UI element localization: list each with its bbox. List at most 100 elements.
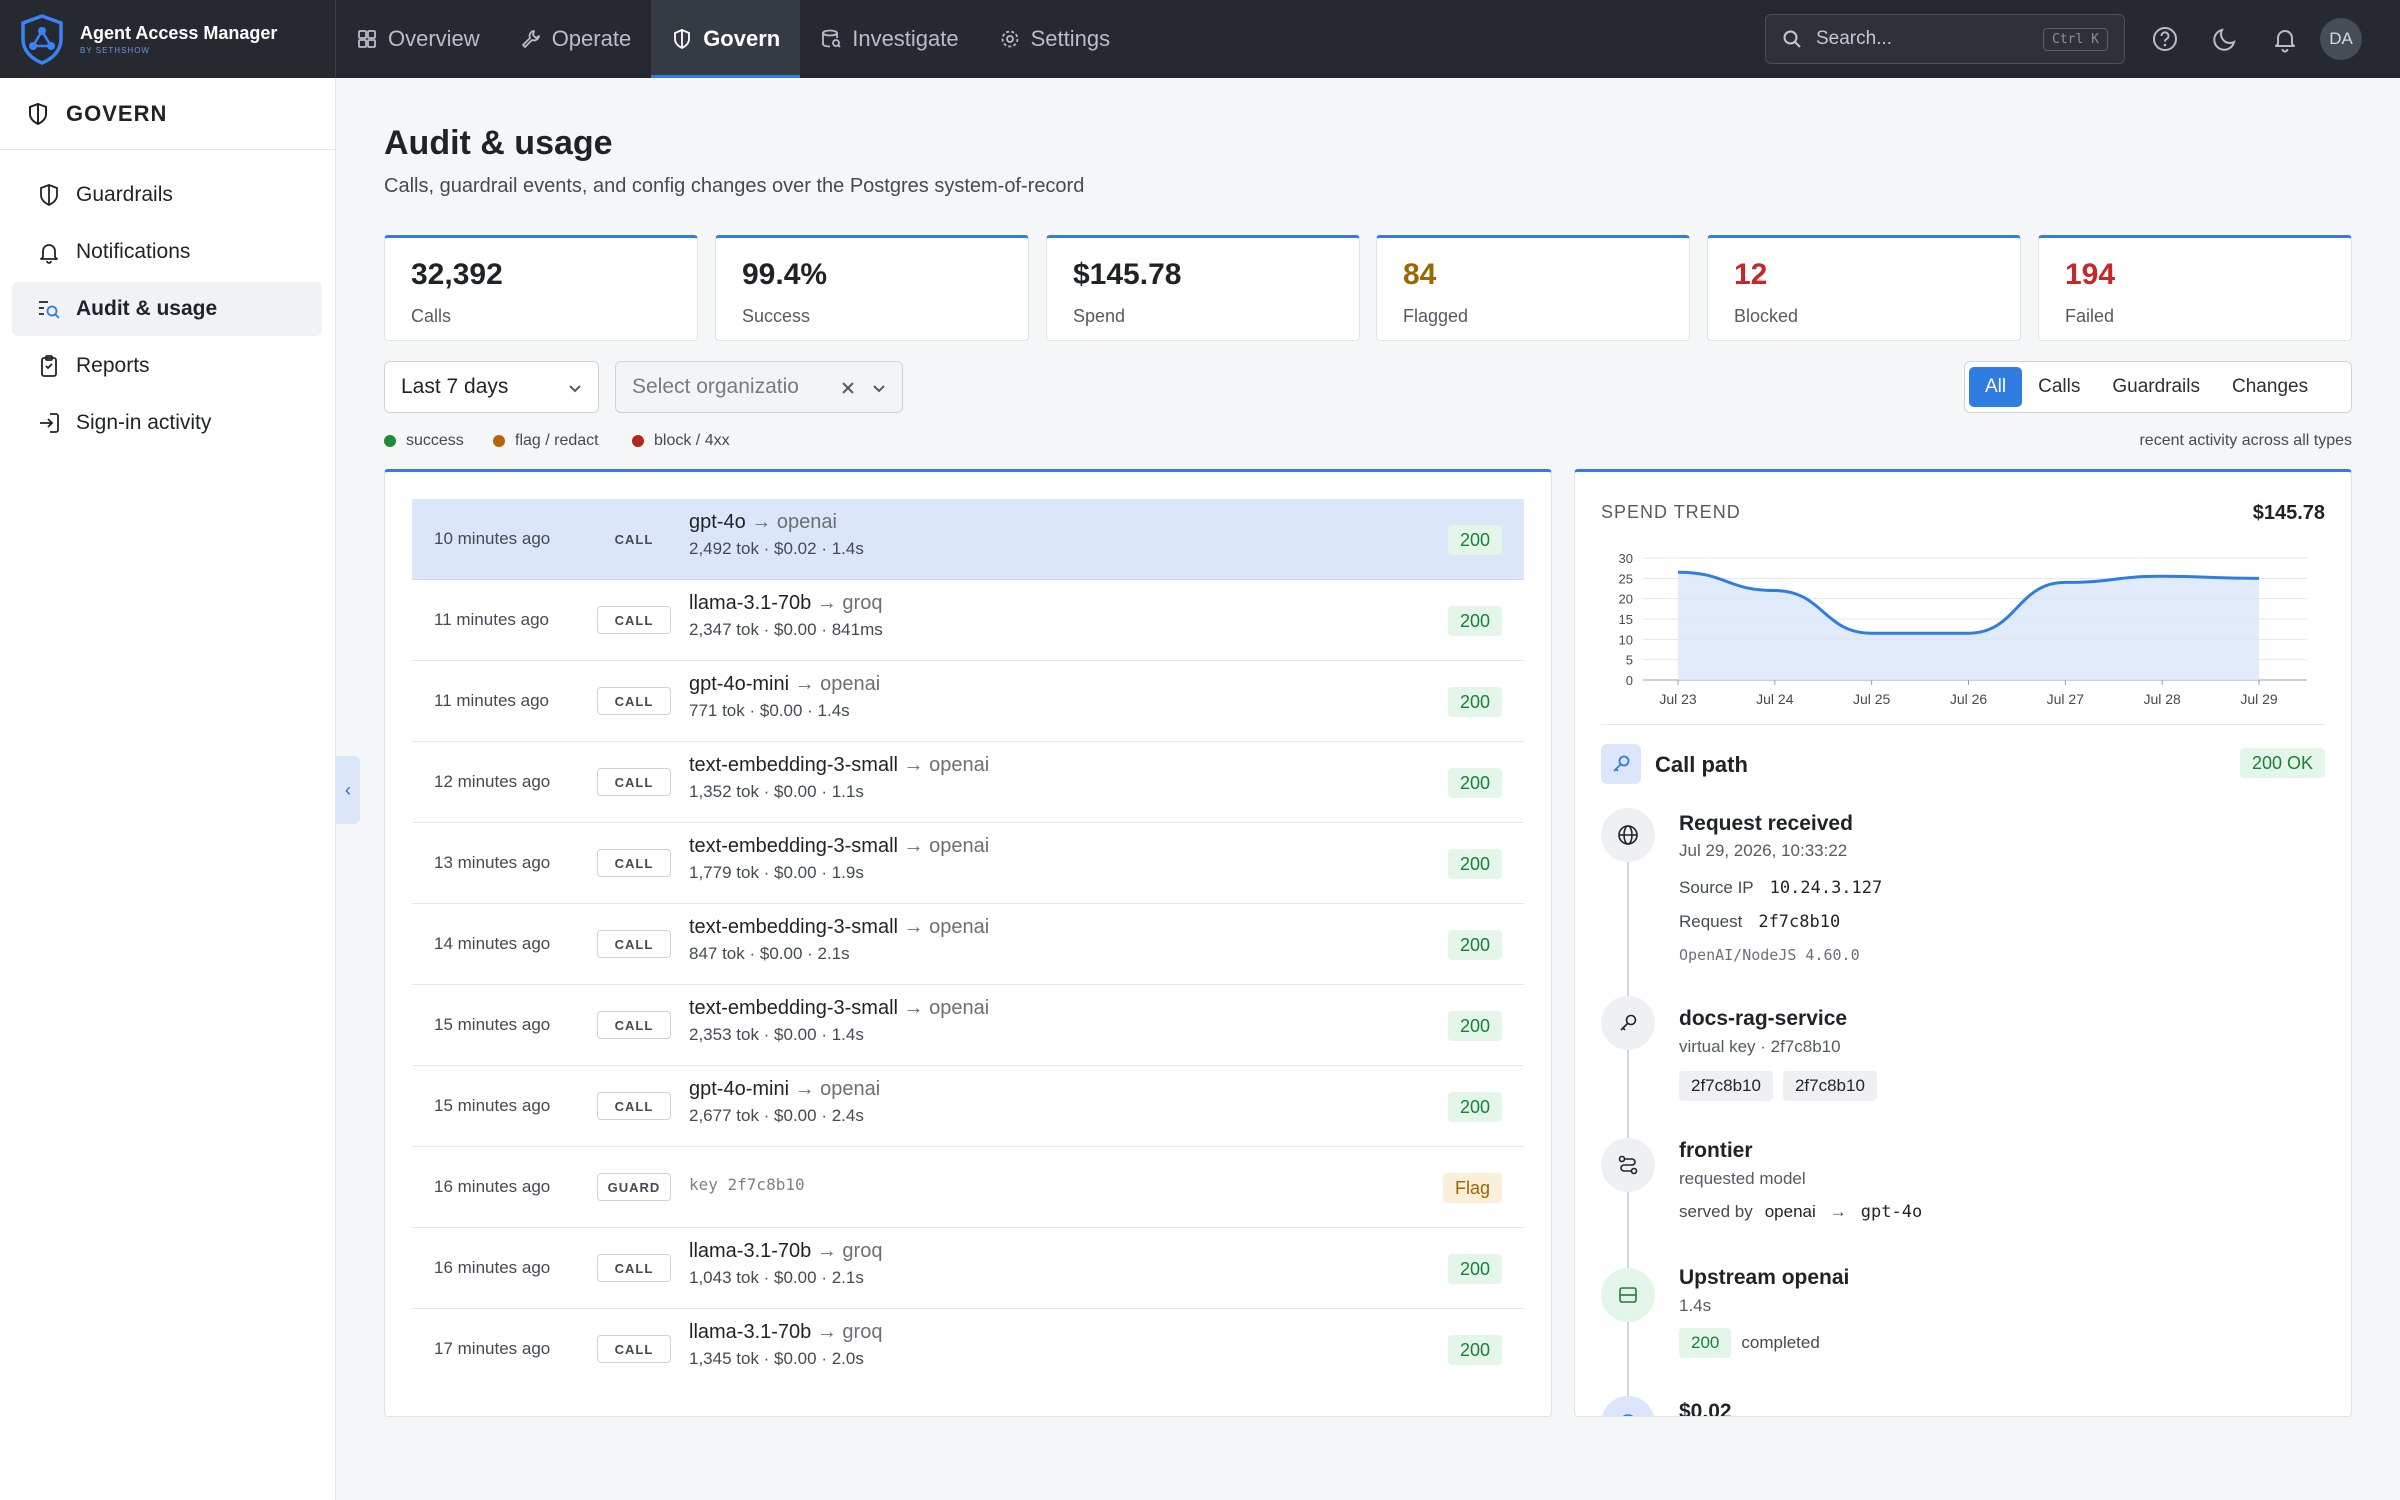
table-row[interactable]: 11 minutes ago CALL gpt-4o-mini → openai… [412,661,1524,742]
database-search-icon [822,29,841,48]
status-badge: 200 [1447,768,1502,798]
chevron-left-icon: ‹ [345,779,351,800]
sidebar-item-reports[interactable]: Reports [12,339,322,393]
help-icon[interactable] [2150,24,2180,54]
timeline-node [1601,996,1655,1050]
table-row[interactable]: 17 minutes ago CALL llama-3.1-70b → groq… [412,1309,1524,1390]
x-tick-label: Jul 27 [2047,691,2085,707]
legend-label: success [406,432,464,449]
app-subtitle: BY SETHSHOW [80,46,150,55]
tab-govern[interactable]: Govern [651,0,801,78]
y-tick-label: 30 [1619,551,1633,566]
sidebar-item-label: Notifications [76,240,191,263]
stat-value: 194 [2065,258,2116,291]
row-time: 15 minutes ago [434,1096,551,1115]
table-row[interactable]: 15 minutes ago CALL gpt-4o-mini → openai… [412,1066,1524,1147]
sidebar-item-sign-in-activity[interactable]: Sign-in activity [12,396,322,450]
row-model: llama-3.1-70b [689,1321,812,1343]
stat-flagged: 84 Flagged [1376,235,1690,341]
field-label: Request [1679,912,1743,931]
table-row[interactable]: 13 minutes ago CALL text-embedding-3-sma… [412,823,1524,904]
table-row[interactable]: 12 minutes ago CALL text-embedding-3-sma… [412,742,1524,823]
spend-area [1678,572,2259,680]
tab-operate[interactable]: Operate [500,0,652,78]
search-placeholder: Search... [1816,28,1893,49]
row-model: text-embedding-3-small [689,754,898,776]
step-subtitle: requested model [1679,1169,1806,1188]
row-kind-badge: GUARD [597,1173,671,1201]
time-range-select[interactable]: Last 7 days [384,361,599,413]
timeline-line [1627,856,1629,1416]
tab-overview[interactable]: Overview [336,0,500,78]
sidebar-item-label: Reports [76,354,150,377]
table-row[interactable]: 16 minutes ago CALL llama-3.1-70b → groq… [412,1228,1524,1309]
row-meta: 1,779 tok · $0.00 · 1.9s [689,863,864,882]
status-badge: 200 [1447,849,1502,879]
row-provider: openai [776,511,837,533]
tab-investigate[interactable]: Investigate [800,0,978,78]
stat-label: Success [742,306,811,326]
row-time: 11 minutes ago [434,610,549,629]
filter-changes[interactable]: Changes [2232,376,2309,397]
user-agent: OpenAI/NodeJS 4.60.0 [1679,946,1860,964]
collapse-sidebar-button[interactable]: ‹ [336,756,360,824]
detail-panel: SPEND TREND $145.78 0 5 10 15 20 25 30 Jul 23 Ju… [1574,469,2352,1417]
table-row[interactable]: 16 minutes ago GUARD key 2f7c8b10 Flag [412,1147,1524,1228]
row-provider: groq [842,1240,883,1262]
tab-label: Overview [388,26,480,51]
table-row[interactable]: 10 minutes ago CALL gpt-4o → openai 2,492… [412,499,1524,580]
x-tick-label: Jul 29 [2240,691,2278,707]
chevron-down-icon [569,385,581,393]
stat-value: 84 [1403,258,1437,291]
organization-select[interactable]: Select organizatio [615,361,903,413]
sidebar-item-guardrails[interactable]: Guardrails [12,168,322,222]
row-meta: 847 tok · $0.00 · 2.1s [689,944,850,963]
activity-list: 10 minutes ago CALL gpt-4o → openai 2,492… [384,469,1552,1417]
sidebar-item-notifications[interactable]: Notifications [12,225,322,279]
y-tick-label: 10 [1619,632,1633,647]
stat-calls: 32,392 Calls [384,235,698,341]
search-list-icon [39,301,60,319]
sidebar-item-label: Sign-in activity [76,411,212,434]
source-ip-row: Source IP 10.24.3.127 [1679,878,1882,898]
wrench-icon [521,30,540,48]
y-tick-label: 5 [1626,653,1633,668]
filter-all[interactable]: All [1969,367,2023,407]
clear-icon[interactable] [840,380,856,396]
row-kind-badge: CALL [597,687,671,715]
status-badge: Flag [1442,1173,1502,1203]
filter-calls[interactable]: Calls [2038,376,2081,397]
row-time: 16 minutes ago [434,1258,551,1277]
y-tick-label: 0 [1626,673,1633,688]
bell-icon[interactable] [2270,24,2300,54]
sidebar-item-audit-usage[interactable]: Audit & usage [12,282,322,336]
row-meta: 1,345 tok · $0.00 · 2.0s [689,1349,864,1368]
x-tick-label: Jul 24 [1756,691,1794,707]
table-row[interactable]: 14 minutes ago CALL text-embedding-3-sma… [412,904,1524,985]
brand[interactable]: Agent Access Manager BY SETHSHOW [0,0,336,78]
stat-value: 32,392 [411,258,503,291]
top-bar: Agent Access Manager BY SETHSHOW Overvie… [0,0,2400,78]
row-provider: openai [820,673,881,695]
search-input[interactable]: Search... Ctrl K [1765,14,2125,64]
filter-guardrails[interactable]: Guardrails [2112,376,2201,397]
served-provider: openai [1764,1202,1816,1221]
status-badge: 200 [1447,1254,1502,1284]
step-subtitle: virtual key · 2f7c8b10 [1679,1037,1841,1056]
table-row[interactable]: 11 minutes ago CALL llama-3.1-70b → groq… [412,580,1524,661]
stat-value: $145.78 [1073,258,1182,291]
avatar[interactable]: DA [2320,18,2362,60]
table-row[interactable]: 15 minutes ago CALL text-embedding-3-sma… [412,985,1524,1066]
row-time: 16 minutes ago [434,1177,551,1196]
row-key: key 2f7c8b10 [689,1175,805,1194]
tab-settings[interactable]: Settings [979,0,1131,78]
row-time: 11 minutes ago [434,691,549,710]
row-time: 12 minutes ago [434,772,551,791]
x-tick-label: Jul 25 [1853,691,1891,707]
stat-label: Blocked [1734,306,1799,326]
moon-icon[interactable] [2210,24,2240,54]
status-badge: 200 [1447,687,1502,717]
x-tick-label: Jul 28 [2143,691,2181,707]
spend-trend-total: $145.78 [2252,502,2325,524]
app-title: Agent Access Manager [80,23,278,43]
